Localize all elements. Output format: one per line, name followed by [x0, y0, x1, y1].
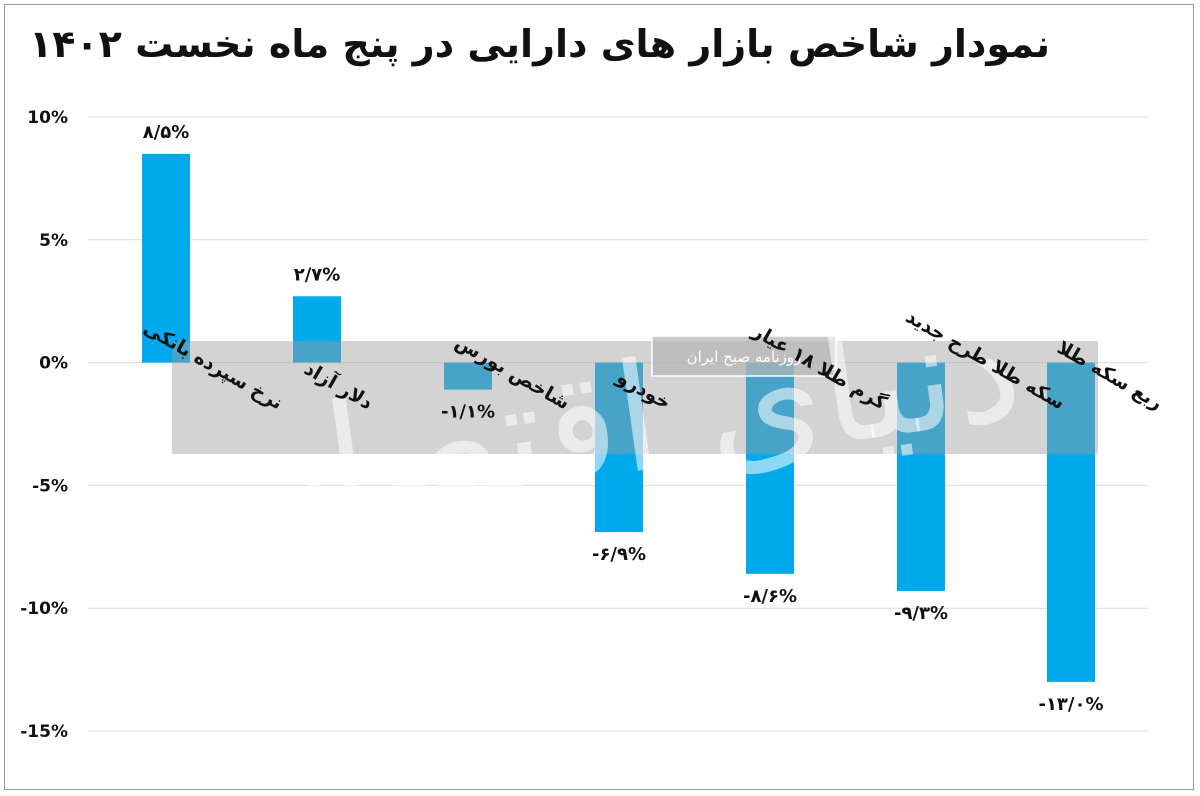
y-tick-label: 5% [39, 231, 68, 251]
value-labels: ۸/۵% ۲/۷% -۱/۱% -۶/۹% -۸/۶% -۹/۳% -۱۳/۰% [143, 122, 1104, 715]
bar-value-label: -۱/۱% [441, 402, 495, 423]
bar-value-label: ۲/۷% [294, 264, 341, 285]
bars [142, 153, 1095, 682]
watermark-caption: روزنامه صبح ایران [687, 348, 802, 366]
y-tick-label: -15% [20, 722, 68, 742]
bar-value-label: -۶/۹% [592, 544, 646, 565]
y-axis-ticks: 10% 5% 0% -5% -10% -15% [20, 108, 68, 742]
bar-value-label: ۸/۵% [143, 122, 190, 143]
bar [897, 362, 945, 592]
bar [444, 362, 492, 390]
bar [1047, 362, 1095, 682]
bar-value-label: -۸/۶% [743, 586, 797, 607]
y-tick-label: -5% [32, 476, 68, 496]
bar-value-label: -۹/۳% [894, 603, 948, 624]
bar [293, 296, 341, 363]
y-tick-label: -10% [20, 599, 68, 619]
bar [746, 362, 794, 574]
bar-value-label: -۱۳/۰% [1038, 694, 1103, 715]
watermark-band [172, 341, 1098, 454]
y-tick-label: 0% [39, 354, 68, 374]
y-tick-label: 10% [27, 108, 68, 128]
bar [595, 362, 643, 533]
watermark-caption-box [651, 335, 837, 377]
chart-title: نمودار شاخص بازار های دارایی در پنج ماه … [29, 22, 1050, 66]
bar [142, 153, 190, 363]
